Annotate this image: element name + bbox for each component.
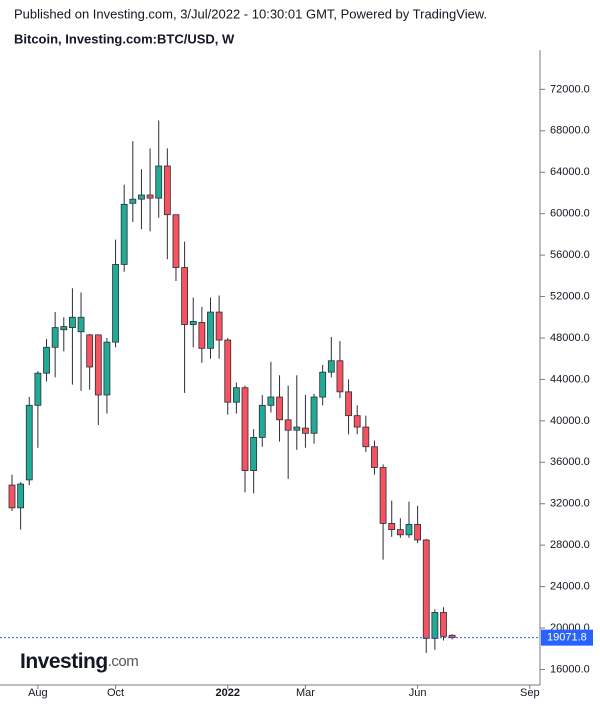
y-tick-label: 60000.0 xyxy=(550,208,590,220)
candle-body xyxy=(34,372,42,406)
x-tick-label: Sep xyxy=(520,687,540,699)
candle-body xyxy=(284,419,292,431)
candle-body xyxy=(155,165,163,199)
candle-body xyxy=(103,341,111,396)
candle-body xyxy=(181,267,189,325)
candle-body xyxy=(232,387,240,403)
y-tick-label: 16000.0 xyxy=(550,663,590,675)
candle-body xyxy=(25,404,33,481)
candle-body xyxy=(362,426,370,448)
candle-body xyxy=(112,264,119,343)
candle-body xyxy=(86,334,94,368)
candle-body xyxy=(17,483,25,509)
candle-body xyxy=(327,360,335,373)
candle-body xyxy=(345,391,352,417)
y-tick-label: 40000.0 xyxy=(550,415,590,427)
y-tick-label: 44000.0 xyxy=(550,373,590,385)
y-tick-label: 24000.0 xyxy=(550,580,590,592)
x-tick-label: Aug xyxy=(28,687,48,699)
x-tick-label: 2022 xyxy=(216,687,240,699)
candle-body xyxy=(138,194,145,200)
candle-body xyxy=(94,334,102,396)
candle-body xyxy=(215,311,223,341)
y-tick-label: 56000.0 xyxy=(550,249,590,261)
candle-body xyxy=(189,321,197,325)
publisher-note: Published on Investing.com, 3/Jul/2022 -… xyxy=(14,6,487,21)
last-price-box xyxy=(541,629,593,646)
logo: Investing.com xyxy=(20,650,138,673)
candle-body xyxy=(60,326,68,331)
candle-body xyxy=(120,203,128,265)
candle-body xyxy=(371,446,378,468)
candle-body xyxy=(198,322,206,349)
candle-body xyxy=(431,612,439,639)
candle-body xyxy=(77,316,85,333)
candle-body xyxy=(43,346,50,374)
candle-body xyxy=(146,194,154,199)
candle-body xyxy=(276,396,283,421)
y-tick-label: 72000.0 xyxy=(550,83,590,95)
candle-body xyxy=(8,484,16,509)
y-tick-label: 68000.0 xyxy=(550,125,590,137)
y-tick-label: 32000.0 xyxy=(550,498,590,510)
candle-body xyxy=(250,437,258,471)
candle-body xyxy=(379,467,387,524)
x-tick-label: Mar xyxy=(296,687,315,699)
candle-body xyxy=(414,524,422,541)
candle-body xyxy=(241,387,249,471)
y-tick-label: 64000.0 xyxy=(550,166,590,178)
candle-body xyxy=(163,165,171,216)
candle-body xyxy=(302,427,309,434)
candle-body xyxy=(336,360,344,393)
candle-body xyxy=(207,311,214,349)
candle-body xyxy=(422,539,430,639)
candle-body xyxy=(405,524,413,536)
candle-body xyxy=(353,415,361,428)
candle-body xyxy=(69,316,76,329)
x-tick-label: Oct xyxy=(107,687,124,699)
candle-body xyxy=(319,371,327,398)
candle-body xyxy=(267,396,275,406)
y-tick-label: 48000.0 xyxy=(550,332,590,344)
candle-body xyxy=(388,523,396,531)
candle-body xyxy=(310,396,318,434)
candle-body xyxy=(293,426,301,431)
y-tick-label: 36000.0 xyxy=(550,456,590,468)
candle-body xyxy=(129,198,137,204)
candle-body xyxy=(224,339,232,403)
chart-title: Bitcoin, Investing.com:BTC/USD, W xyxy=(14,31,235,46)
candle-body xyxy=(51,327,59,348)
y-tick-label: 52000.0 xyxy=(550,290,590,302)
candle-body xyxy=(440,612,447,637)
logo-suffix: .com xyxy=(108,653,139,670)
x-tick-label: Jun xyxy=(409,687,427,699)
logo-main: Investing xyxy=(20,650,108,673)
candle-body xyxy=(396,529,404,536)
y-tick-label: 28000.0 xyxy=(550,539,590,551)
last-price-label: 19071.8 xyxy=(547,632,587,644)
candle-body xyxy=(172,214,180,268)
candle-body xyxy=(258,404,266,438)
